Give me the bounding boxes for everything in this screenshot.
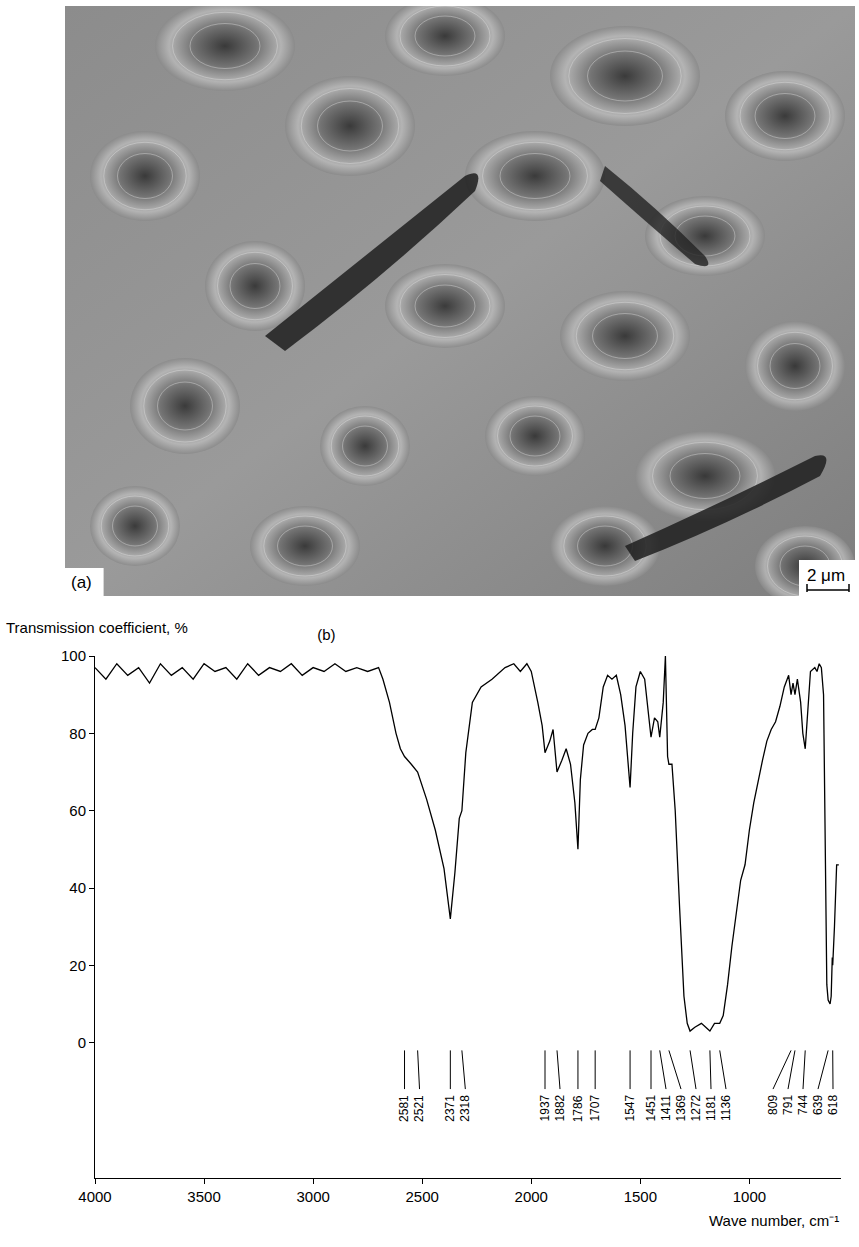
svg-text:20: 20 bbox=[69, 957, 86, 974]
svg-text:1369: 1369 bbox=[674, 1094, 688, 1121]
svg-text:60: 60 bbox=[69, 802, 86, 819]
svg-text:(a): (a) bbox=[71, 573, 92, 592]
svg-text:1136: 1136 bbox=[719, 1095, 733, 1121]
svg-text:1181: 1181 bbox=[704, 1095, 718, 1121]
svg-text:2581: 2581 bbox=[397, 1095, 411, 1122]
svg-text:Transmission coefficient, %: Transmission coefficient, % bbox=[6, 619, 188, 636]
svg-text:Wave number, cm⁻¹: Wave number, cm⁻¹ bbox=[709, 1212, 839, 1229]
svg-text:0: 0 bbox=[78, 1034, 86, 1051]
svg-text:1000: 1000 bbox=[733, 1188, 766, 1205]
svg-text:809: 809 bbox=[766, 1095, 780, 1115]
svg-text:2 μm: 2 μm bbox=[807, 566, 845, 585]
svg-text:639: 639 bbox=[811, 1095, 825, 1115]
svg-text:744: 744 bbox=[796, 1095, 810, 1115]
svg-text:791: 791 bbox=[781, 1095, 795, 1115]
svg-text:80: 80 bbox=[69, 725, 86, 742]
svg-text:4000: 4000 bbox=[78, 1188, 111, 1205]
svg-text:1500: 1500 bbox=[624, 1188, 657, 1205]
svg-text:618: 618 bbox=[826, 1095, 840, 1115]
svg-text:1882: 1882 bbox=[553, 1094, 567, 1121]
svg-text:1707: 1707 bbox=[588, 1095, 602, 1122]
svg-text:40: 40 bbox=[69, 879, 86, 896]
svg-text:1786: 1786 bbox=[571, 1095, 585, 1122]
svg-text:3500: 3500 bbox=[187, 1188, 220, 1205]
svg-text:2371: 2371 bbox=[443, 1095, 457, 1122]
svg-text:1547: 1547 bbox=[623, 1094, 637, 1121]
svg-text:2318: 2318 bbox=[458, 1095, 472, 1122]
svg-text:2000: 2000 bbox=[515, 1188, 548, 1205]
svg-text:100: 100 bbox=[61, 647, 86, 664]
svg-text:(b): (b) bbox=[317, 626, 335, 643]
svg-text:1451: 1451 bbox=[644, 1094, 658, 1121]
svg-text:2500: 2500 bbox=[406, 1188, 439, 1205]
svg-text:1272: 1272 bbox=[689, 1094, 703, 1121]
svg-text:2521: 2521 bbox=[412, 1095, 426, 1122]
svg-text:1411: 1411 bbox=[659, 1095, 673, 1121]
svg-text:1937: 1937 bbox=[538, 1094, 552, 1121]
svg-text:3000: 3000 bbox=[296, 1188, 329, 1205]
